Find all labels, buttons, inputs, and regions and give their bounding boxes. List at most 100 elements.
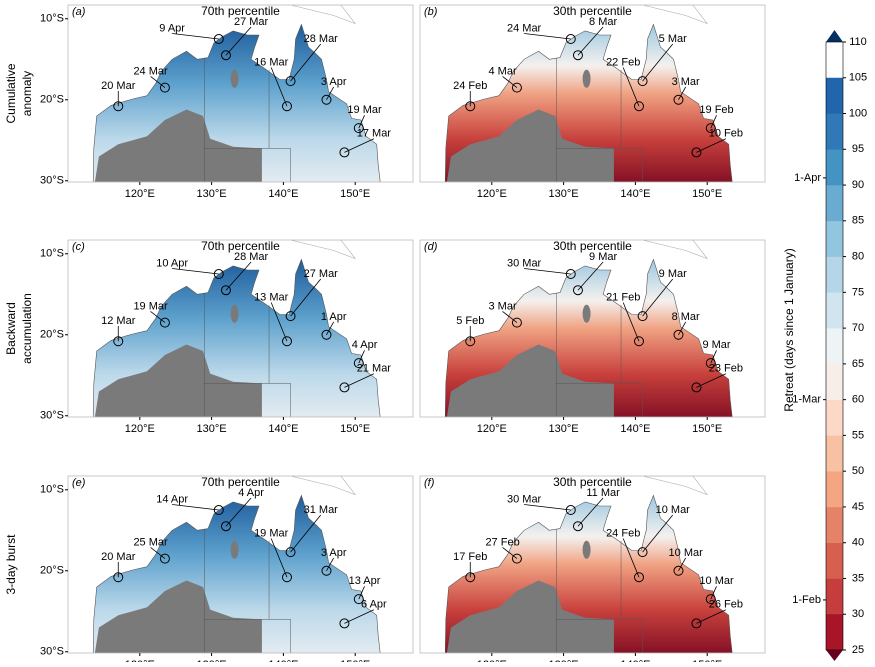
site-label: 20 Mar xyxy=(101,80,136,92)
colorbar-tick-label: 85 xyxy=(852,215,864,227)
site-label: 9 Apr xyxy=(159,22,185,34)
panel-letter: (b) xyxy=(424,6,438,18)
site-marker xyxy=(321,565,332,576)
masked-area xyxy=(446,109,614,182)
site-label: 28 Mar xyxy=(304,33,339,45)
panel-title: 70th percentile xyxy=(201,475,280,489)
lat-tick-label: 20°S xyxy=(40,565,64,577)
lon-tick-label: 140°E xyxy=(620,423,650,435)
colorbar-tick-label: 30 xyxy=(852,608,864,620)
leader-line xyxy=(326,86,335,100)
colorbar-tick-label: 80 xyxy=(852,250,864,262)
leader-line xyxy=(678,557,687,571)
lon-tick-label: 130°E xyxy=(549,423,579,435)
leader-line xyxy=(270,538,288,578)
site-marker xyxy=(339,147,350,158)
leader-line xyxy=(502,311,518,323)
site-label: 13 Mar xyxy=(254,291,289,303)
site-marker xyxy=(637,547,648,558)
site-label: 8 Mar xyxy=(589,16,617,28)
leader-line xyxy=(290,514,322,553)
map-panel: (e) 70th percentile 20 Mar 25 Mar 14 Apr 4 Ap… xyxy=(40,475,414,667)
lon-tick-label: 140°E xyxy=(268,423,298,435)
panel-title: 70th percentile xyxy=(201,239,280,253)
leader-line xyxy=(344,138,375,153)
leader-line xyxy=(678,86,687,100)
leader-line xyxy=(642,278,674,317)
site-label: 24 Feb xyxy=(453,80,487,92)
site-marker xyxy=(285,547,296,558)
colorbar-tick-label: 60 xyxy=(852,394,864,406)
leader-line xyxy=(358,586,365,600)
site-marker xyxy=(633,101,644,112)
site-marker xyxy=(213,269,224,280)
row-label: Cumulative xyxy=(4,63,18,123)
row-label: accumulation xyxy=(20,293,34,364)
leader-line xyxy=(326,557,335,571)
leader-line xyxy=(344,609,375,624)
colorbar-segment xyxy=(826,328,843,365)
leader-line xyxy=(290,43,322,82)
site-label: 19 Feb xyxy=(699,104,733,116)
site-label: 26 Feb xyxy=(709,599,743,611)
panel-letter: (f) xyxy=(424,477,435,489)
site-label: 3 Apr xyxy=(321,76,347,88)
site-marker xyxy=(637,311,648,322)
colorbar-segment xyxy=(826,220,843,257)
site-marker xyxy=(220,285,231,296)
lon-tick-label: 120°E xyxy=(125,423,155,435)
site-label: 9 Mar xyxy=(702,339,730,351)
panel-frame xyxy=(67,4,414,183)
site-label: 23 Feb xyxy=(709,363,743,375)
lon-tick-label: 150°E xyxy=(692,423,722,435)
colorbar-tick-label: 95 xyxy=(852,143,864,155)
site-label: 9 Mar xyxy=(589,251,617,263)
island-coast xyxy=(290,240,357,260)
island-coast xyxy=(290,476,357,496)
site-marker xyxy=(220,521,231,532)
panel-title: 30th percentile xyxy=(553,4,632,18)
leader-line xyxy=(696,138,727,153)
row-label: 3-day burst xyxy=(4,534,18,595)
site-marker xyxy=(633,572,644,583)
site-label: 10 Mar xyxy=(669,547,704,559)
leader-line xyxy=(710,586,717,600)
leader-line xyxy=(225,26,252,56)
leader-line xyxy=(577,26,604,56)
site-marker xyxy=(285,76,296,87)
colorbar-segment xyxy=(826,292,843,329)
colorbar-segment xyxy=(826,113,843,150)
map-panel: (c) 70th percentile 12 Mar 19 Mar 10 Apr 28 M… xyxy=(40,239,414,435)
site-label: 30 Mar xyxy=(507,493,542,505)
leader-line xyxy=(502,76,518,88)
site-marker xyxy=(321,329,332,340)
site-marker xyxy=(285,311,296,322)
site-label: 21 Mar xyxy=(357,363,392,375)
island-coast xyxy=(642,476,709,496)
state-border xyxy=(204,293,291,417)
site-label: 27 Mar xyxy=(234,16,269,28)
site-label: 8 Mar xyxy=(672,311,700,323)
map-area xyxy=(444,5,733,182)
masked-area xyxy=(230,540,239,559)
masked-area xyxy=(230,69,239,88)
masked-area xyxy=(94,344,262,417)
masked-area xyxy=(582,304,591,323)
leader-line xyxy=(358,350,365,364)
site-marker xyxy=(159,82,170,93)
site-marker xyxy=(353,594,364,605)
site-marker xyxy=(691,382,702,393)
leader-line xyxy=(358,115,365,129)
leader-line xyxy=(344,373,375,388)
site-marker xyxy=(281,336,292,347)
masked-area xyxy=(582,540,591,559)
site-marker xyxy=(673,329,684,340)
colorbar-tick-label: 25 xyxy=(852,644,864,656)
site-label: 10 Mar xyxy=(699,575,734,587)
site-label: 10 Apr xyxy=(156,257,188,269)
panel-frame xyxy=(67,475,414,654)
site-marker xyxy=(691,147,702,158)
lon-tick-label: 140°E xyxy=(620,188,650,200)
state-border xyxy=(556,529,643,653)
